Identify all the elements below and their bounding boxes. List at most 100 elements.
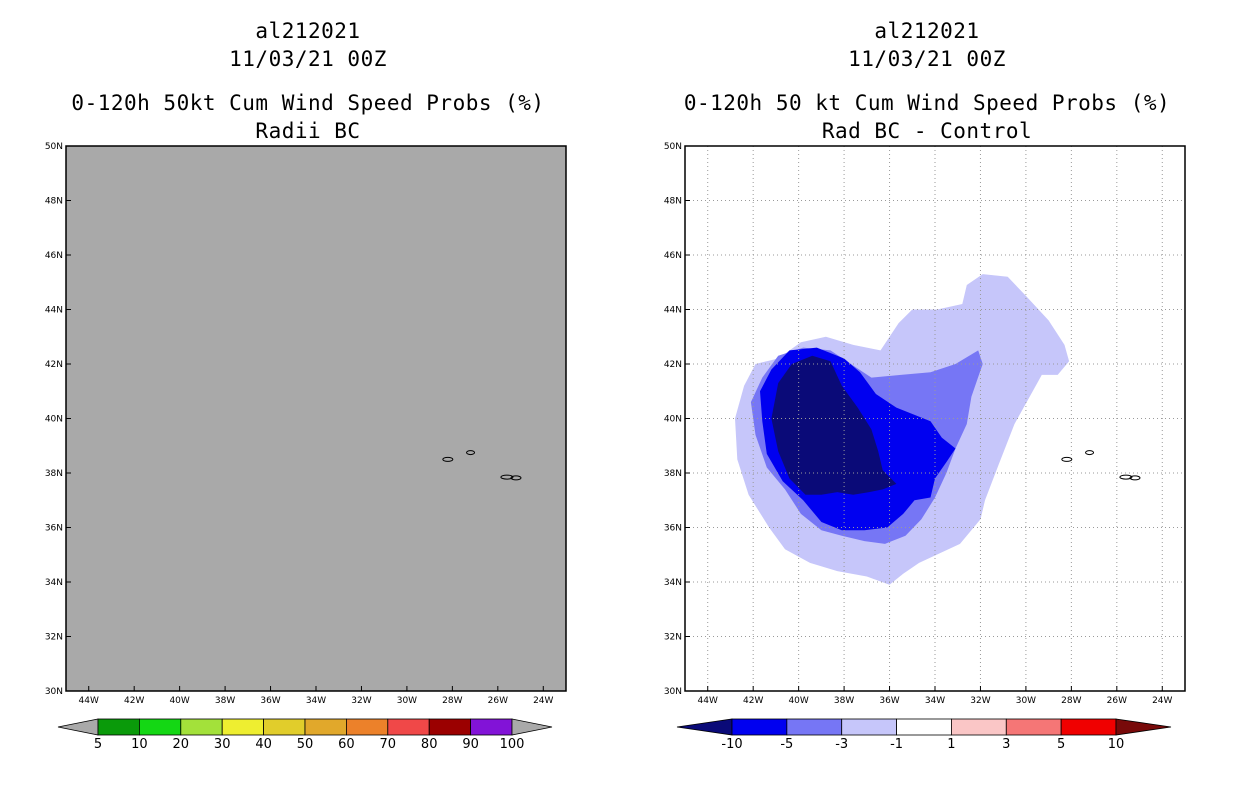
left-field-background	[66, 146, 566, 691]
left-y-tick-label: 44N	[45, 306, 63, 316]
right-island-outline	[1061, 456, 1073, 462]
left-title: 0-120h 50kt Cum Wind Speed Probs (%)	[71, 91, 544, 115]
left-y-ticks: 30N 32N 34N 36N 38N 40N 42N 44N 46N 48N 50N	[45, 142, 71, 697]
right-colorbar-box	[786, 718, 843, 736]
right-x-tick-label: 32W	[970, 696, 990, 706]
right-x-tick-label: 30W	[1016, 696, 1036, 706]
right-y-tick-label: 32N	[664, 633, 682, 643]
right-y-tick-label: 48N	[664, 197, 682, 207]
left-x-ticks: 44W 42W 40W 38W 36W 34W 32W 30W 28W 26W 24W	[79, 686, 554, 706]
right-island-outline	[1119, 474, 1133, 480]
left-colorbar-box	[180, 718, 223, 736]
right-colorbar-box	[951, 718, 1007, 736]
right-x-tick-label: 36W	[879, 696, 899, 706]
right-colorbar-box	[896, 718, 952, 736]
right-x-tick-label: 28W	[1061, 696, 1081, 706]
right-colorbar: -10 -5 -3 -1 1 3 5 10	[676, 718, 1172, 752]
right-y-tick-label: 38N	[664, 469, 682, 479]
right-x-tick-label: 42W	[743, 696, 763, 706]
left-x-tick-label: 36W	[260, 696, 280, 706]
left-y-tick-label: 42N	[45, 360, 63, 370]
left-colorbar-label: 80	[421, 737, 438, 752]
left-y-tick-label: 30N	[45, 687, 63, 697]
left-colorbar-box	[97, 718, 140, 736]
left-y-tick-label: 50N	[45, 142, 63, 152]
right-y-tick-label: 50N	[664, 142, 682, 152]
right-colorbar-box	[731, 718, 788, 736]
right-y-tick-label: 46N	[664, 251, 682, 261]
right-island-outline	[1129, 475, 1141, 481]
right-y-ticks: 30N 32N 34N 36N 38N 40N 42N 44N 46N 48N 50N	[664, 142, 690, 697]
right-colorbar-label: -10	[721, 737, 742, 752]
left-y-tick-label: 34N	[45, 578, 63, 588]
right-colorbar-label: -5	[780, 737, 793, 752]
right-x-tick-label: 26W	[1107, 696, 1127, 706]
right-x-tick-label: 34W	[925, 696, 945, 706]
left-colorbar-label: 90	[462, 737, 479, 752]
right-storm-id: al212021	[874, 19, 979, 43]
left-colorbar-label: 100	[500, 737, 525, 752]
left-colorbar-end	[57, 718, 99, 736]
left-island-outline	[466, 450, 476, 456]
left-y-tick-label: 36N	[45, 524, 63, 534]
left-y-tick-label: 40N	[45, 415, 63, 425]
left-colorbar-label: 10	[131, 737, 148, 752]
right-colorbar-box	[1005, 718, 1062, 736]
left-colorbar-box	[345, 718, 389, 736]
left-colorbar-box	[221, 718, 264, 736]
right-colorbar-label: -1	[890, 737, 903, 752]
left-x-tick-label: 42W	[124, 696, 144, 706]
left-storm-id: al212021	[255, 19, 360, 43]
right-colorbar-label: 3	[1002, 737, 1010, 752]
right-colorbar-end	[1115, 718, 1172, 736]
right-colorbar-label: 5	[1057, 737, 1065, 752]
right-y-tick-label: 30N	[664, 687, 682, 697]
left-colorbar-label: 50	[297, 737, 314, 752]
left-y-tick-label: 46N	[45, 251, 63, 261]
right-colorbar-label: -3	[835, 737, 848, 752]
left-colorbar-box	[304, 718, 347, 736]
left-colorbar-box	[387, 718, 430, 736]
left-colorbar: 5 10 20 30 40 50 60 70 80 90 100	[57, 718, 553, 752]
right-y-tick-label: 44N	[664, 306, 682, 316]
left-x-tick-label: 44W	[79, 696, 99, 706]
left-island-outline	[500, 474, 514, 480]
right-gridlines	[685, 146, 1185, 691]
left-x-tick-label: 28W	[442, 696, 462, 706]
right-azores-islands	[1061, 450, 1141, 481]
left-datetime: 11/03/21 00Z	[229, 47, 387, 71]
left-colorbar-box	[470, 718, 513, 736]
left-colorbar-label: 60	[338, 737, 355, 752]
left-x-tick-label: 24W	[533, 696, 553, 706]
right-title: 0-120h 50 kt Cum Wind Speed Probs (%)	[684, 91, 1170, 115]
left-colorbar-label: 40	[255, 737, 272, 752]
left-x-tick-label: 30W	[397, 696, 417, 706]
right-subtitle: Rad BC - Control	[822, 119, 1032, 143]
left-colorbar-box	[138, 718, 182, 736]
left-map: 44W 42W 40W 38W 36W 34W 32W 30W 28W 26W 24W 30N 32N…	[45, 142, 567, 706]
left-azores-islands	[442, 450, 522, 481]
left-colorbar-label: 70	[380, 737, 397, 752]
left-subtitle: Radii BC	[255, 119, 360, 143]
left-colorbar-box	[428, 718, 472, 736]
right-colorbar-label: 1	[947, 737, 955, 752]
right-y-tick-label: 42N	[664, 360, 682, 370]
left-y-tick-label: 32N	[45, 633, 63, 643]
right-x-tick-label: 24W	[1152, 696, 1172, 706]
right-y-tick-label: 40N	[664, 415, 682, 425]
left-x-tick-label: 26W	[488, 696, 508, 706]
right-datetime: 11/03/21 00Z	[848, 47, 1006, 71]
left-island-outline	[510, 475, 522, 481]
left-colorbar-label: 30	[214, 737, 231, 752]
left-colorbar-label: 5	[94, 737, 102, 752]
right-contours	[735, 274, 1070, 585]
contour-band	[771, 355, 897, 495]
right-map: 44W 42W 40W 38W 36W 34W 32W 30W 28W 26W 24W 30N 32N…	[664, 142, 1186, 706]
right-y-tick-label: 34N	[664, 578, 682, 588]
left-x-tick-label: 32W	[351, 696, 371, 706]
right-x-ticks: 44W 42W 40W 38W 36W 34W 32W 30W 28W 26W 24W	[698, 686, 1173, 706]
right-y-tick-label: 36N	[664, 524, 682, 534]
right-colorbar-box	[841, 718, 897, 736]
right-colorbar-label: 10	[1108, 737, 1125, 752]
right-x-tick-label: 38W	[834, 696, 854, 706]
